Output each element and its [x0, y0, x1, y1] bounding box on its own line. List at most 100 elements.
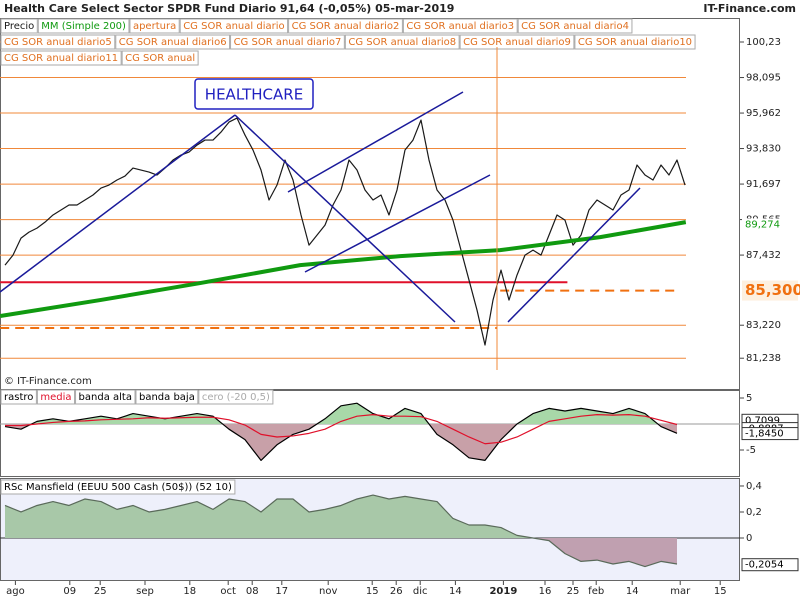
x-tick-label: sep	[136, 586, 154, 597]
legend-box	[121, 50, 199, 66]
legend-item: CG SOR anual diario	[179, 18, 289, 34]
value-marker-box	[742, 280, 798, 301]
trendline	[287, 91, 464, 193]
legend-box	[0, 389, 37, 405]
value-marker-box	[741, 558, 799, 572]
annotation-box	[194, 78, 314, 110]
y-tick-label: 87,432	[746, 250, 781, 261]
legend-item: CG SOR anual diario9	[459, 34, 575, 50]
legend-label: Precio	[4, 21, 34, 32]
y-tick-label: 0	[746, 533, 752, 544]
legend-box	[75, 389, 136, 405]
legend-item: banda baja	[135, 389, 199, 405]
trendlines	[0, 91, 641, 323]
legend-label: CG SOR anual diario6	[119, 37, 227, 48]
trendline	[0, 114, 236, 293]
legend-box	[179, 18, 289, 34]
legend-item: CG SOR anual diario4	[517, 18, 633, 34]
x-tick-label: 25	[567, 586, 580, 597]
x-tick-label: oct	[220, 586, 236, 597]
x-tick-label: 18	[183, 586, 196, 597]
x-tick-label: feb	[588, 586, 604, 597]
legend-item: cero (-20 0,5)	[198, 389, 274, 405]
legend-label: rastro	[4, 392, 33, 403]
legend-item: CG SOR anual	[121, 50, 199, 66]
area-above	[5, 495, 677, 538]
legend-label: CG SOR anual diario2	[292, 21, 400, 32]
x-tick-label: 14	[449, 586, 462, 597]
legend-label: CG SOR anual diario9	[463, 37, 571, 48]
legend-box	[0, 479, 236, 495]
legend-box	[574, 34, 696, 50]
source: IT-Finance.com	[703, 2, 796, 15]
legend-item: CG SOR anual diario2	[288, 18, 403, 34]
legend-item: CG SOR anual diario7	[230, 34, 345, 50]
annotation: HEALTHCARE	[205, 86, 303, 104]
chart-title: Health Care Select Sector SPDR Fund Diar…	[4, 2, 454, 15]
legend-item: CG SOR anual diario6	[115, 34, 231, 50]
y-tick-label: 98,095	[746, 73, 781, 84]
legend-box	[135, 389, 199, 405]
legend-box	[0, 18, 38, 34]
x-tick-label: ago	[6, 586, 25, 597]
value-marker-label: -1,8450	[745, 429, 784, 440]
legend-item: CG SOR anual diario10	[574, 34, 696, 50]
panel-plot	[0, 41, 687, 359]
legend-label: banda baja	[139, 392, 195, 403]
legend-item: apertura	[129, 18, 180, 34]
trendline	[507, 187, 641, 323]
legend-box	[129, 18, 180, 34]
y-tick-label: 0,2	[746, 507, 762, 518]
legend-label: CG SOR anual diario3	[406, 21, 514, 32]
legend-item: Precio	[0, 18, 38, 34]
x-tick-label: 2019	[489, 586, 517, 597]
legend-item: RSc Mansfield (EEUU 500 Cash (50$)) (52 …	[0, 479, 236, 495]
legend-box	[459, 34, 575, 50]
value-marker-label: 89,274	[745, 219, 780, 230]
legend-item: media	[36, 389, 76, 405]
legend-box	[37, 18, 130, 34]
x-tick-label: 25	[94, 586, 107, 597]
x-tick-label: dic	[413, 586, 428, 597]
legend-box	[517, 18, 633, 34]
y-tick-label: 5	[746, 393, 752, 404]
panel-plot	[0, 402, 740, 461]
trendline	[304, 174, 491, 273]
legend-label: CG SOR anual diario10	[578, 37, 692, 48]
series-line	[5, 414, 678, 445]
y-tick-label: 95,962	[746, 108, 781, 119]
legend-item: rastro	[0, 389, 37, 405]
value-marker-label: -0,2054	[745, 560, 784, 571]
legend-label: cero (-20 0,5)	[202, 392, 270, 403]
legend-label: CG SOR anual	[125, 53, 195, 64]
value-marker-box	[742, 218, 798, 231]
legend-box	[402, 18, 518, 34]
legend-label: banda alta	[79, 392, 132, 403]
x-tick-label: nov	[319, 586, 337, 597]
legend-label: CG SOR anual diario11	[4, 53, 118, 64]
legend-label: CG SOR anual diario5	[4, 37, 112, 48]
series-line	[0, 220, 687, 319]
x-tick-label: 16	[539, 586, 552, 597]
x-tick-label: 09	[63, 586, 76, 597]
legend-item: CG SOR anual diario5	[0, 34, 116, 50]
legend-box	[230, 34, 345, 50]
legend-box	[344, 34, 460, 50]
x-tick-label: 08	[246, 586, 259, 597]
legend-box	[36, 389, 76, 405]
x-tick-label: 15	[366, 586, 379, 597]
value-marker-label: 85,300	[745, 281, 800, 299]
area-below	[533, 537, 677, 567]
y-tick-label: 93,830	[746, 144, 781, 155]
legend-label: CG SOR anual diario7	[234, 37, 342, 48]
panel	[0, 390, 740, 477]
y-tick-label: 81,238	[746, 353, 781, 364]
y-tick-label: 83,220	[746, 320, 781, 331]
x-tick-label: 15	[714, 586, 727, 597]
plot-layer: 100,2398,09595,96293,83091,69789,56587,4…	[0, 18, 800, 597]
y-tick-label: -5	[746, 445, 756, 456]
legend-label: RSc Mansfield (EEUU 500 Cash (50$)) (52 …	[4, 482, 232, 493]
panel-plot	[0, 494, 740, 568]
